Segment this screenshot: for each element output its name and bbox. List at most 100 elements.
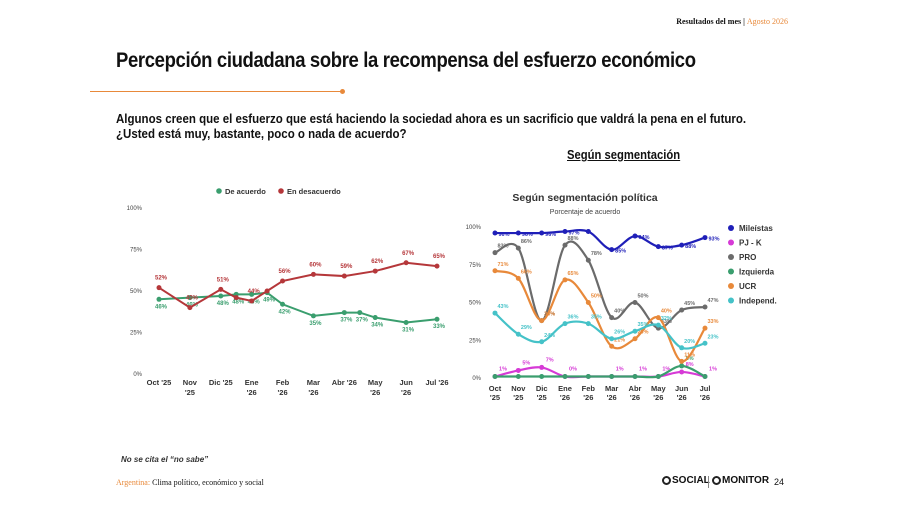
- segment-heading: Según segmentación: [567, 148, 681, 162]
- data-label: 36%: [567, 315, 578, 321]
- data-point: [585, 300, 591, 305]
- data-label: 59%: [340, 264, 353, 270]
- data-label: 36%: [544, 312, 555, 318]
- data-point: [655, 322, 661, 328]
- social-logo-icon: [662, 476, 671, 485]
- legend-marker: [728, 225, 734, 231]
- legend-marker: [728, 297, 734, 304]
- page-number: 24: [774, 477, 785, 487]
- data-point: [702, 304, 708, 310]
- data-label: 26%: [614, 330, 625, 336]
- series-line: [495, 364, 706, 379]
- y-tick-label: 0%: [133, 372, 142, 378]
- data-label: 78%: [591, 251, 602, 257]
- x-tick-label: Ene: [558, 384, 572, 393]
- data-label: 44%: [248, 289, 261, 295]
- data-label: 48%: [248, 299, 261, 305]
- data-point: [233, 295, 239, 301]
- data-label: 56%: [279, 269, 292, 275]
- data-point: [218, 286, 224, 292]
- x-tick-label: '26: [630, 393, 640, 402]
- data-point: [679, 369, 685, 375]
- data-point: [515, 331, 521, 337]
- data-point: [702, 340, 708, 346]
- data-label: 32%: [661, 316, 672, 322]
- series-line: [494, 269, 706, 363]
- header-section: Resultados del mes | Agosto 2026: [676, 17, 788, 26]
- social-logo: SOCIAL: [662, 475, 710, 486]
- x-tick-label: '26: [583, 393, 593, 402]
- data-label: 50%: [591, 294, 602, 300]
- data-label: 7%: [546, 357, 554, 363]
- data-point: [515, 373, 521, 379]
- x-tick-label: Ene: [245, 378, 259, 387]
- data-label: 97%: [568, 231, 579, 237]
- x-tick-label: '26: [560, 393, 570, 402]
- data-label: 11%: [684, 352, 695, 358]
- x-tick-label: '26: [401, 388, 411, 397]
- data-label: 8%: [686, 356, 694, 362]
- x-tick-label: May: [368, 378, 383, 387]
- x-tick-label: '26: [607, 393, 617, 402]
- data-point: [372, 268, 378, 274]
- data-label: 33%: [707, 319, 718, 325]
- legend-label: PRO: [739, 253, 756, 262]
- y-tick-label: 0%: [472, 376, 481, 382]
- legend-marker: [728, 254, 734, 260]
- social-logo-text: SOCIAL: [672, 475, 710, 486]
- x-tick-label: '25: [537, 393, 547, 402]
- data-label: 85%: [615, 249, 626, 255]
- data-point: [515, 230, 521, 236]
- data-point: [515, 367, 521, 373]
- data-point: [562, 242, 568, 248]
- footnote: No se cita el “no sabe”: [121, 455, 209, 464]
- data-point: [539, 318, 545, 324]
- series-line: [158, 261, 438, 309]
- data-point: [357, 310, 363, 316]
- legend-label: De acuerdo: [225, 187, 266, 196]
- data-label: 31%: [402, 328, 415, 334]
- x-tick-label: Oct '25: [147, 378, 172, 387]
- data-label: 23%: [707, 334, 718, 340]
- footer-subtitle: Clima político, económico y social: [152, 478, 264, 487]
- x-tick-label: '25: [490, 393, 500, 402]
- data-point: [679, 307, 685, 313]
- data-point: [679, 242, 685, 248]
- x-tick-label: Jul: [700, 384, 711, 393]
- legend-marker: [728, 239, 734, 246]
- header-separator: |: [743, 17, 745, 26]
- y-tick-label: 75%: [469, 263, 482, 269]
- data-point: [539, 339, 545, 345]
- data-point: [609, 336, 615, 342]
- data-label: 29%: [521, 325, 532, 331]
- data-point: [403, 260, 409, 266]
- y-tick-label: 25%: [130, 331, 143, 337]
- data-label: 0%: [569, 366, 577, 372]
- data-label: 40%: [661, 309, 672, 315]
- data-point: [539, 373, 545, 379]
- data-label: 1%: [639, 366, 647, 372]
- data-label: 1%: [709, 366, 717, 372]
- data-point: [702, 325, 708, 331]
- title-divider-dot: [340, 89, 345, 94]
- legend-marker: [728, 283, 734, 289]
- data-point: [702, 373, 708, 379]
- legend-label: En desacuerdo: [287, 187, 341, 196]
- data-point: [515, 275, 521, 281]
- x-tick-label: Oct: [489, 384, 502, 393]
- series-line: [494, 312, 706, 350]
- data-point: [218, 293, 224, 299]
- data-label: 40%: [186, 296, 199, 302]
- data-label: 83%: [497, 244, 508, 250]
- footer-title: Argentina: Clima político, económico y s…: [116, 478, 264, 487]
- data-label: 46%: [155, 304, 168, 310]
- data-label: 94%: [638, 235, 649, 241]
- data-label: 1%: [662, 366, 670, 372]
- x-tick-label: Nov: [511, 384, 526, 393]
- data-point: [655, 315, 661, 321]
- data-label: 86%: [521, 239, 532, 245]
- data-point: [562, 229, 568, 235]
- x-tick-label: Jun: [399, 378, 413, 387]
- data-point: [310, 313, 316, 319]
